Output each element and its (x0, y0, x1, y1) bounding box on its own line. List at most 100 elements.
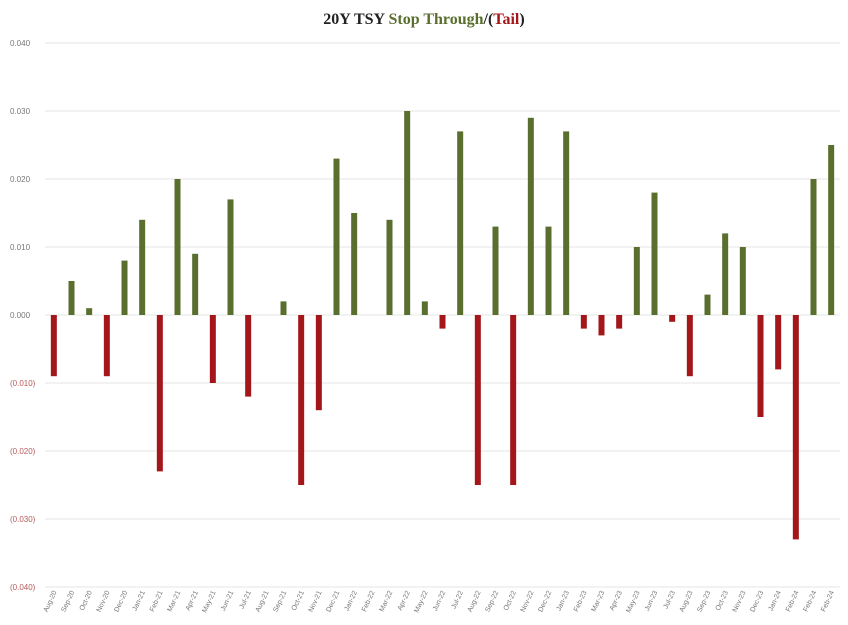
bar (722, 233, 729, 315)
y-tick-label: (0.020) (10, 447, 36, 456)
x-tick-label: Aug-23 (679, 590, 695, 614)
x-tick-label: Apr-21 (185, 590, 200, 612)
x-tick-label: Dec-22 (537, 590, 553, 614)
bar (828, 145, 835, 315)
x-tick-label: Jul-22 (451, 590, 465, 610)
x-tick-label: Nov-21 (308, 590, 324, 614)
y-tick-label: 0.030 (10, 107, 31, 116)
bar (121, 260, 128, 315)
chart-title: 20Y TSY Stop Through/(Tail) (323, 11, 524, 28)
y-tick-label: 0.000 (10, 311, 31, 320)
bar (280, 301, 287, 315)
x-tick-label: Feb-24 (803, 590, 819, 613)
bar (333, 158, 340, 315)
y-tick-label: 0.010 (10, 243, 31, 252)
bar (757, 315, 764, 417)
bar (156, 315, 163, 472)
x-tick-label: Sep-21 (272, 590, 288, 614)
x-tick-label: Feb-24 (785, 590, 801, 613)
bar (792, 315, 799, 540)
x-tick-label: Dec-21 (325, 590, 341, 614)
x-tick-label: Feb-24 (820, 590, 836, 613)
x-tick-label: Apr-22 (397, 590, 412, 612)
y-tick-label: 0.040 (10, 39, 31, 48)
x-tick-label: Jun-22 (432, 590, 447, 612)
bar (404, 111, 411, 315)
bar (192, 253, 199, 315)
x-tick-label: Oct-21 (291, 590, 306, 612)
bar (103, 315, 110, 377)
x-tick-label: Sep-20 (60, 590, 76, 614)
bar (351, 213, 358, 315)
bar (527, 117, 534, 315)
bar (421, 301, 428, 315)
bar (492, 226, 499, 315)
bar (510, 315, 517, 485)
bar (457, 131, 464, 315)
bar (86, 308, 93, 315)
bar (545, 226, 552, 315)
bar (474, 315, 481, 485)
x-tick-label: Oct-20 (79, 590, 94, 612)
x-tick-label: May-22 (413, 590, 429, 614)
x-tick-label: Mar-21 (167, 590, 183, 613)
x-tick-label: Feb-23 (573, 590, 589, 613)
bar (669, 315, 676, 322)
x-tick-label: Jan-22 (344, 590, 359, 612)
bar (209, 315, 216, 383)
x-tick-label: Apr-23 (609, 590, 624, 612)
x-tick-label: Nov-20 (96, 590, 112, 614)
bar (563, 131, 570, 315)
title-part: Stop Through (388, 11, 483, 28)
bar (616, 315, 623, 329)
title-part: Tail (493, 11, 520, 28)
x-tick-label: Mar-22 (379, 590, 395, 613)
x-tick-label: Jun-21 (220, 590, 235, 612)
x-tick-label: Aug-20 (43, 590, 59, 614)
bar (227, 199, 234, 315)
bar (775, 315, 782, 370)
title-part: /( (483, 11, 494, 28)
bar (298, 315, 305, 485)
x-tick-label: Jun-23 (644, 590, 659, 612)
x-tick-label: Jan-23 (556, 590, 571, 612)
bar (245, 315, 252, 397)
x-tick-label: Oct-23 (715, 590, 730, 612)
bar (439, 315, 446, 329)
bar (686, 315, 693, 377)
bar (739, 247, 746, 315)
x-tick-label: Dec-20 (113, 590, 129, 614)
bar (580, 315, 587, 329)
x-tick-label: Sep-22 (484, 590, 500, 614)
x-tick-label: Dec-23 (749, 590, 765, 614)
x-tick-label: Jul-23 (663, 590, 677, 610)
x-tick-label: Jul-21 (239, 590, 253, 610)
x-tick-label: Nov-23 (732, 590, 748, 614)
y-tick-label: (0.040) (10, 583, 36, 592)
x-tick-label: Feb-21 (149, 590, 165, 613)
bar (651, 192, 658, 315)
title-part: ) (519, 11, 524, 28)
x-tick-label: May-21 (201, 590, 217, 614)
y-tick-label: 0.020 (10, 175, 31, 184)
y-tick-label: (0.010) (10, 379, 36, 388)
bar (50, 315, 57, 377)
bar (68, 281, 75, 315)
x-tick-label: Aug-21 (255, 590, 271, 614)
title-part: 20Y TSY (323, 11, 385, 28)
x-tick-label: Sep-23 (696, 590, 712, 614)
bar (139, 219, 146, 315)
x-tick-label: Nov-22 (520, 590, 536, 614)
bar (598, 315, 605, 336)
x-tick-label: Oct-22 (503, 590, 518, 612)
x-tick-label: Jan-21 (132, 590, 147, 612)
x-tick-label: Jan-24 (768, 590, 783, 612)
bar (810, 179, 817, 315)
bar (386, 219, 393, 315)
x-tick-label: Feb-22 (361, 590, 377, 613)
x-tick-label: Mar-23 (591, 590, 607, 613)
x-tick-label: May-23 (625, 590, 641, 614)
y-tick-label: (0.030) (10, 515, 36, 524)
x-tick-label: Aug-22 (467, 590, 483, 614)
